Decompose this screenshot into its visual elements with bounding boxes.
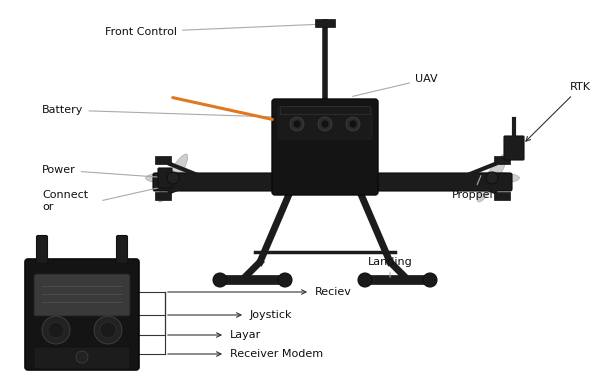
FancyBboxPatch shape xyxy=(278,107,372,139)
Ellipse shape xyxy=(145,172,200,184)
Text: Reciev: Reciev xyxy=(315,287,352,297)
Circle shape xyxy=(349,120,357,128)
Circle shape xyxy=(358,273,372,287)
FancyBboxPatch shape xyxy=(37,236,47,264)
Bar xyxy=(280,106,370,114)
FancyBboxPatch shape xyxy=(158,168,172,188)
Circle shape xyxy=(346,117,360,131)
Text: Joystick: Joystick xyxy=(250,310,292,320)
Circle shape xyxy=(76,351,88,363)
Bar xyxy=(155,192,171,200)
Circle shape xyxy=(423,273,437,287)
Text: Power: Power xyxy=(42,165,168,178)
Text: RTK: RTK xyxy=(526,82,591,141)
FancyBboxPatch shape xyxy=(272,99,378,195)
Text: or: or xyxy=(42,202,53,212)
FancyBboxPatch shape xyxy=(25,259,139,370)
Circle shape xyxy=(318,117,332,131)
Circle shape xyxy=(100,322,116,338)
Ellipse shape xyxy=(478,154,507,202)
FancyBboxPatch shape xyxy=(504,136,524,160)
Bar xyxy=(494,156,510,164)
FancyBboxPatch shape xyxy=(153,173,512,191)
Text: Front Control: Front Control xyxy=(105,24,322,37)
Text: UAV: UAV xyxy=(352,74,438,96)
FancyBboxPatch shape xyxy=(34,347,130,369)
Text: Layar: Layar xyxy=(230,330,261,340)
Ellipse shape xyxy=(158,154,188,202)
Text: Connect: Connect xyxy=(42,190,88,200)
Ellipse shape xyxy=(465,172,519,184)
Circle shape xyxy=(290,117,304,131)
Bar xyxy=(155,156,171,164)
Text: Battery: Battery xyxy=(42,105,272,117)
Circle shape xyxy=(167,172,179,184)
Text: Landing: Landing xyxy=(368,257,413,277)
Circle shape xyxy=(213,273,227,287)
Circle shape xyxy=(321,120,329,128)
Bar xyxy=(315,19,335,27)
FancyBboxPatch shape xyxy=(34,274,130,316)
Circle shape xyxy=(278,273,292,287)
FancyBboxPatch shape xyxy=(116,236,128,264)
Circle shape xyxy=(293,120,301,128)
Text: Receiver Modem: Receiver Modem xyxy=(230,349,323,359)
Bar xyxy=(494,192,510,200)
Circle shape xyxy=(94,316,122,344)
Circle shape xyxy=(48,322,64,338)
Circle shape xyxy=(42,316,70,344)
Text: Proppel: Proppel xyxy=(452,176,493,200)
Circle shape xyxy=(486,172,498,184)
